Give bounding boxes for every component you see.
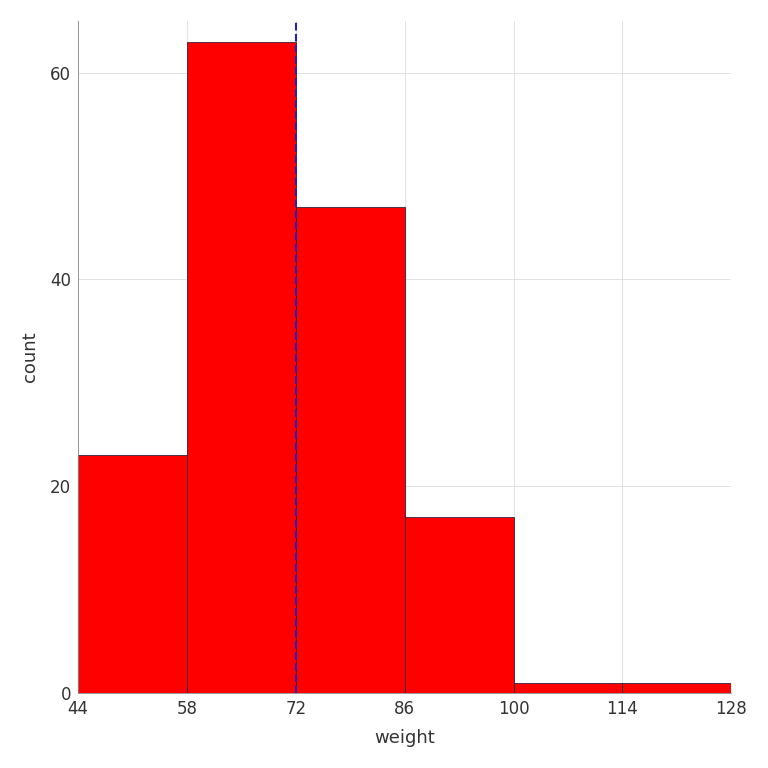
Bar: [514, 683, 622, 693]
Bar: [622, 683, 731, 693]
Y-axis label: count: count: [21, 332, 39, 382]
Bar: [296, 207, 405, 693]
Bar: [187, 41, 296, 693]
X-axis label: weight: weight: [374, 729, 435, 747]
Bar: [78, 455, 187, 693]
Bar: [405, 518, 514, 693]
